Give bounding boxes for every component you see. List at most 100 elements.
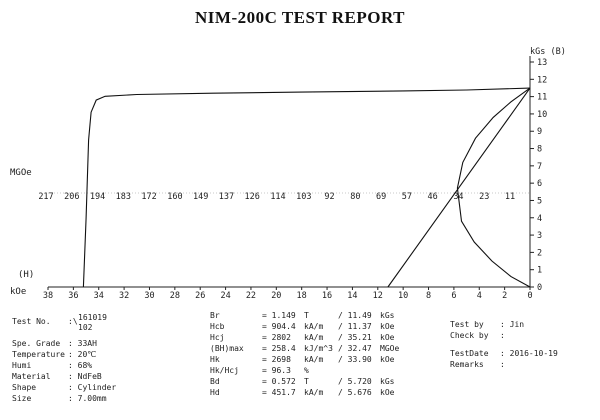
mgoe-tick-label: 149 bbox=[193, 192, 208, 202]
result-alt-value: / 33.90 bbox=[338, 355, 372, 364]
result-alt-value: / 5.720 bbox=[338, 377, 372, 386]
result-row: Hd = 451.7 kA/m / 5.676 kOe bbox=[210, 387, 399, 398]
x-tick-label: 16 bbox=[322, 291, 332, 300]
mgoe-tick-label: 114 bbox=[270, 192, 285, 202]
result-name: Hcb bbox=[210, 322, 225, 331]
curve-load-line bbox=[387, 87, 531, 288]
result-value: = 904.4 bbox=[262, 322, 296, 331]
test-no-label: Test No. bbox=[12, 317, 51, 326]
plot-frame bbox=[48, 56, 531, 288]
test-date-value: : 2016-10-19 bbox=[500, 349, 558, 358]
result-alt-value: / 5.676 bbox=[338, 388, 372, 397]
results-table: Br = 1.149 T / 11.49 kGs Hcb = 904.4 kA/m / 11.3… bbox=[210, 310, 399, 398]
mgoe-tick-label: 206 bbox=[64, 192, 79, 202]
result-name: Hk/Hcj bbox=[210, 366, 239, 375]
mgoe-tick-label: 46 bbox=[428, 192, 438, 202]
sample-field-label: Size bbox=[12, 394, 32, 403]
result-name: Hk bbox=[210, 355, 220, 364]
y-tick-label: 2 bbox=[537, 248, 542, 258]
test-no-value1: 161019 bbox=[78, 313, 107, 322]
mgoe-tick-label: 160 bbox=[167, 192, 182, 202]
result-name: (BH)max bbox=[210, 344, 244, 353]
result-value: = 96.3 bbox=[262, 366, 291, 375]
test-by-value: : Jin bbox=[500, 320, 525, 329]
mgoe-tick-label: 11 bbox=[505, 192, 515, 202]
result-alt-unit: kOe bbox=[380, 322, 395, 331]
mgoe-tick-label: 80 bbox=[350, 192, 360, 202]
report-title: NIM-200C TEST REPORT bbox=[195, 8, 405, 27]
y-tick-label: 13 bbox=[537, 58, 547, 68]
result-unit: kA/m bbox=[304, 333, 324, 342]
result-alt-value: / 11.37 bbox=[338, 322, 372, 331]
signoff-block: Test by : Jin Check by: TestDate : 2016-10… bbox=[450, 319, 558, 370]
result-alt-unit: kOe bbox=[380, 355, 395, 364]
result-row: Hk = 2698 kA/m / 33.90 kOe bbox=[210, 354, 399, 365]
result-alt-value: / 11.49 bbox=[338, 311, 372, 320]
result-row: Hcj = 2802 kA/m / 35.21 kOe bbox=[210, 332, 399, 343]
result-value: = 0.572 bbox=[262, 377, 296, 386]
mgoe-tick-label: 103 bbox=[296, 192, 311, 202]
result-value: = 2802 bbox=[262, 333, 291, 342]
result-unit: % bbox=[304, 366, 309, 375]
result-row: Br = 1.149 T / 11.49 kGs bbox=[210, 310, 399, 321]
sample-field-row: Material: NdFeB bbox=[12, 371, 116, 382]
remarks-value: : bbox=[500, 360, 505, 369]
x-tick-label: 8 bbox=[426, 291, 431, 300]
curve-energy-product-BH bbox=[456, 87, 531, 288]
result-row: Hcb = 904.4 kA/m / 11.37 kOe bbox=[210, 321, 399, 332]
result-value: = 258.4 bbox=[262, 344, 296, 353]
x-tick-label: 2 bbox=[502, 291, 507, 300]
curve-demagnetization-B bbox=[82, 87, 531, 288]
x-axis-ticks: 38 36 34 32 30 28 26 24 22 20 18 16 14 12 10 8 6 4 2 0 bbox=[43, 287, 533, 300]
mgoe-tick-label: 194 bbox=[90, 192, 105, 202]
result-value: = 1.149 bbox=[262, 311, 296, 320]
test-date-label: TestDate bbox=[450, 349, 489, 358]
sample-field-label: Shape bbox=[12, 383, 37, 392]
x-axis-label-h: (H) bbox=[18, 270, 35, 280]
x-tick-label: 34 bbox=[94, 291, 104, 300]
x-tick-label: 0 bbox=[527, 291, 532, 300]
y-tick-label: 0 bbox=[537, 283, 542, 293]
y-axis-label: kGs (B) bbox=[530, 47, 566, 57]
chart-curves bbox=[82, 87, 531, 288]
mgoe-tick-label: 217 bbox=[38, 192, 53, 202]
sample-field-value: : 33AH bbox=[68, 339, 97, 348]
result-row: (BH)max = 258.4 kJ/m^3 / 32.47 MGOe bbox=[210, 343, 399, 354]
result-alt-value: / 32.47 bbox=[338, 344, 372, 353]
mgoe-tick-label: 69 bbox=[376, 192, 386, 202]
mgoe-tick-label: 23 bbox=[479, 192, 489, 202]
sample-field-row: Spe. Grade : 33AH bbox=[12, 338, 116, 349]
sample-field-label: Material bbox=[12, 372, 51, 381]
result-alt-unit: kGs bbox=[380, 311, 395, 320]
result-name: Br bbox=[210, 311, 220, 320]
y-tick-label: 3 bbox=[537, 231, 542, 241]
result-alt-unit: kGs bbox=[380, 377, 395, 386]
x-tick-label: 28 bbox=[170, 291, 180, 300]
sample-field-label: Temperature bbox=[12, 350, 65, 359]
sample-field-value: : 68% bbox=[68, 361, 93, 370]
sample-field-label: Humi bbox=[12, 361, 32, 370]
sample-field-label: Spe. Grade bbox=[12, 339, 61, 348]
mgoe-tick-label: 172 bbox=[141, 192, 156, 202]
y-tick-label: 11 bbox=[537, 93, 547, 103]
mgoe-tick-label: 183 bbox=[116, 192, 131, 202]
sample-fields: Spe. Grade: 33AH Temperature: 20℃ Humi: 68… bbox=[12, 338, 116, 404]
x-tick-label: 22 bbox=[246, 291, 256, 300]
y-tick-label: 7 bbox=[537, 162, 542, 172]
x-tick-label: 26 bbox=[195, 291, 205, 300]
y-tick-label: 4 bbox=[537, 214, 542, 224]
x-tick-label: 38 bbox=[43, 291, 53, 300]
x-tick-label: 10 bbox=[398, 291, 408, 300]
result-alt-value: / 35.21 bbox=[338, 333, 372, 342]
y-tick-label: 5 bbox=[537, 196, 542, 206]
result-unit: T bbox=[304, 311, 309, 320]
x-axis-label: kOe bbox=[10, 287, 27, 297]
test-by-label: Test by bbox=[450, 320, 484, 329]
result-alt-unit: MGOe bbox=[380, 344, 400, 353]
check-by-value: : bbox=[500, 331, 505, 340]
x-tick-label: 24 bbox=[220, 291, 230, 300]
y-tick-label: 8 bbox=[537, 145, 542, 155]
check-by-label: Check by bbox=[450, 331, 489, 340]
mgoe-label: MGOe bbox=[10, 168, 32, 178]
